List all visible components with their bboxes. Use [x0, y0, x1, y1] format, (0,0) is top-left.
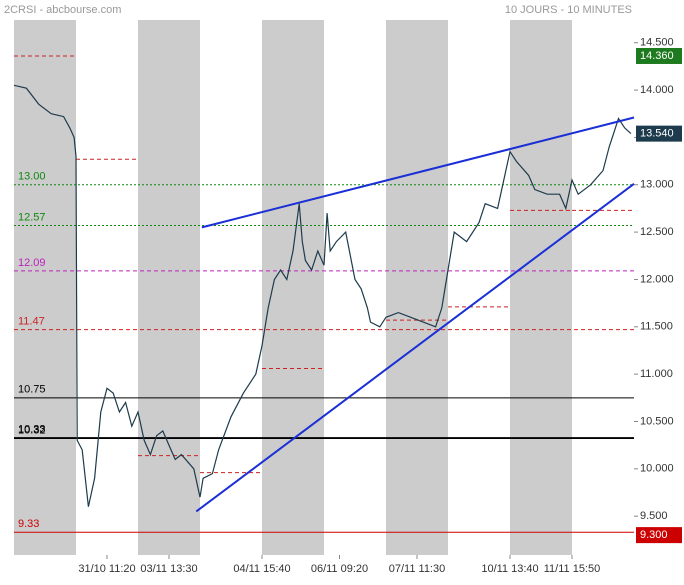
- day-band: [510, 20, 572, 555]
- price-line: [13, 84, 632, 507]
- y-tick-label: 11.000: [640, 368, 673, 380]
- price-badge: [636, 125, 682, 142]
- level-label: 9.33: [18, 518, 39, 530]
- day-band: [14, 20, 76, 555]
- chart-title: 2CRSI - abcbourse.com: [4, 4, 121, 16]
- price-badge: [636, 527, 682, 544]
- trendline: [195, 183, 635, 513]
- chart-subtitle: 10 JOURS - 10 MINUTES: [505, 4, 632, 16]
- y-tick-label: 11.500: [640, 321, 673, 333]
- day-band: [262, 20, 324, 555]
- y-tick-label: 9.500: [640, 510, 668, 522]
- level-label: 10.32: [18, 424, 46, 436]
- y-tick-label: 10.000: [640, 463, 674, 475]
- y-tick-label: 10.500: [640, 415, 674, 427]
- x-tick-label: 10/11 13:40: [481, 563, 538, 575]
- day-band: [138, 20, 200, 555]
- x-tick-label: 07/11 11:30: [389, 563, 445, 575]
- x-tick-label: 03/11 13:30: [140, 563, 197, 575]
- x-tick-label: 06/11 09:20: [311, 563, 368, 575]
- y-tick-label: 14.500: [640, 37, 674, 49]
- trendline: [201, 116, 635, 229]
- price-badge-label: 13.540: [640, 128, 674, 140]
- y-tick-label: 12.000: [640, 273, 674, 285]
- y-tick-label: 13.000: [640, 179, 674, 191]
- level-label: 13.00: [18, 171, 46, 183]
- x-tick-label: 11/11 15:50: [544, 563, 600, 575]
- level-label: 10.33: [18, 423, 46, 435]
- day-band: [386, 20, 448, 555]
- level-label: 10.75: [18, 384, 46, 396]
- price-badge: [636, 47, 682, 64]
- level-label: 12.09: [18, 257, 46, 269]
- x-tick-label: 31/10 11:20: [78, 563, 135, 575]
- price-badge-label: 14.360: [640, 50, 674, 62]
- x-tick-label: 04/11 15:40: [233, 563, 290, 575]
- price-badge-label: 9.300: [640, 529, 668, 541]
- y-tick-label: 14.000: [640, 84, 674, 96]
- level-label: 12.57: [18, 211, 46, 223]
- y-tick-label: 12.500: [640, 226, 674, 238]
- level-label: 11.47: [18, 316, 45, 328]
